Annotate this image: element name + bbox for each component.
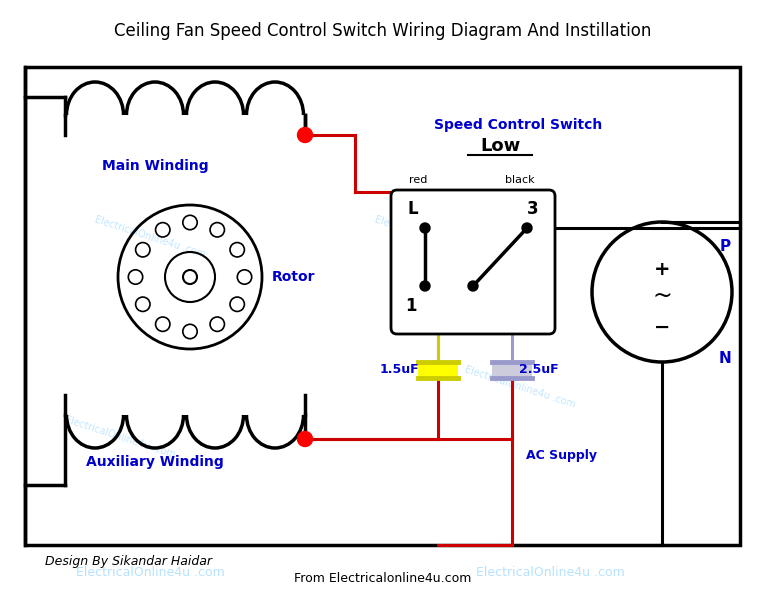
Text: 1.5uF: 1.5uF (380, 364, 420, 377)
Text: Rotor: Rotor (272, 270, 315, 284)
Text: ElectricalOnline4u .com: ElectricalOnline4u .com (76, 565, 224, 578)
Text: ElectricalOnline4u .com: ElectricalOnline4u .com (464, 364, 577, 410)
Text: Main Winding: Main Winding (102, 159, 208, 173)
Text: 3: 3 (527, 200, 539, 218)
Text: Low: Low (480, 137, 520, 155)
Text: ElectricalOnline4u .com: ElectricalOnline4u .com (63, 414, 177, 460)
Text: P: P (719, 239, 731, 254)
Text: +: + (654, 260, 670, 279)
Circle shape (522, 223, 532, 233)
Text: N: N (718, 352, 731, 367)
Text: From Electricalonline4u.com: From Electricalonline4u.com (294, 573, 471, 586)
Text: ~: ~ (652, 284, 672, 308)
Circle shape (298, 128, 312, 143)
Bar (418, 362, 458, 378)
Circle shape (298, 432, 312, 447)
Text: ElectricalOnline4u .com: ElectricalOnline4u .com (93, 214, 207, 260)
Text: Design By Sikandar Haidar: Design By Sikandar Haidar (45, 555, 212, 568)
Text: Ceiling Fan Speed Control Switch Wiring Diagram And Instillation: Ceiling Fan Speed Control Switch Wiring … (114, 22, 651, 40)
Text: ElectricalOnline4u .com: ElectricalOnline4u .com (476, 565, 624, 578)
Circle shape (468, 281, 478, 291)
Text: black: black (505, 175, 535, 185)
Circle shape (420, 281, 430, 291)
Text: 2.5uF: 2.5uF (519, 364, 558, 377)
Circle shape (420, 223, 430, 233)
Text: AC Supply: AC Supply (526, 448, 597, 461)
Text: Auxiliary Winding: Auxiliary Winding (86, 455, 224, 469)
Text: red: red (409, 175, 427, 185)
Text: −: − (654, 318, 670, 337)
Bar (492, 362, 532, 378)
FancyBboxPatch shape (391, 190, 555, 334)
Text: 1: 1 (405, 297, 417, 315)
Text: L: L (408, 200, 418, 218)
Text: Speed Control Switch: Speed Control Switch (434, 118, 602, 132)
Text: ElectricalOnline4u .com: ElectricalOnline4u .com (373, 214, 487, 260)
